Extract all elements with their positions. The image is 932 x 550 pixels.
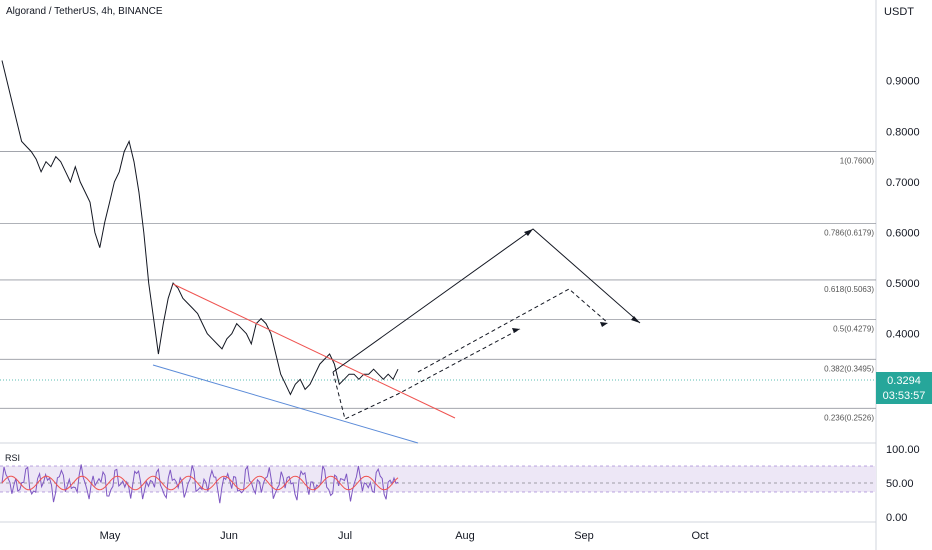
projection-solid-path[interactable] <box>332 228 641 373</box>
projection-solid-arrowhead-1 <box>524 229 533 236</box>
projection-dashed-arrowhead-2 <box>600 322 608 327</box>
rsi-tick-label: 0.00 <box>886 512 907 524</box>
price-tick-label: 0.5000 <box>886 278 920 290</box>
fib-label: 0.5(0.4279) <box>833 325 874 334</box>
rsi-tick-label: 50.00 <box>886 478 914 490</box>
price-tick-label: 0.6000 <box>886 228 920 240</box>
rsi-axis[interactable]: 100.00 50.00 0.00 <box>886 444 920 524</box>
upper-trendline[interactable] <box>172 283 456 419</box>
price-unit: USDT <box>884 6 914 18</box>
price-tick-label: 0.4000 <box>886 329 920 341</box>
last-price-value: 0.3294 <box>887 375 921 387</box>
price-tick-label: 0.9000 <box>886 76 920 88</box>
price-axis[interactable]: 0.9000 0.8000 0.7000 0.6000 0.5000 0.4000 <box>886 76 920 341</box>
time-tick-label: Aug <box>455 530 475 542</box>
time-axis[interactable]: May Jun Jul Aug Sep Oct <box>100 530 709 542</box>
fib-levels[interactable]: 1(0.7600) 0.786(0.6179) 0.618(0.5063) 0.5(0… <box>0 151 876 423</box>
fib-label: 0.618(0.5063) <box>824 285 874 294</box>
projection-dashed-path-1[interactable] <box>332 328 521 420</box>
rsi-series[interactable] <box>1 464 399 504</box>
price-tick-label: 0.8000 <box>886 126 920 138</box>
rsi-band <box>0 466 876 492</box>
projection-dashed-arrowhead-1 <box>512 328 520 333</box>
rsi-label: RSI <box>5 453 21 463</box>
rsi-ma-series[interactable] <box>1 475 399 491</box>
fib-label: 0.236(0.2526) <box>824 413 874 422</box>
projection-solid-arrowhead-2 <box>631 316 640 323</box>
fib-label: 0.786(0.6179) <box>824 228 874 237</box>
fib-label: 1(0.7600) <box>840 157 875 166</box>
chart-title: Algorand / TetherUS, 4h, BINANCE <box>6 6 163 17</box>
time-tick-label: May <box>100 530 121 542</box>
bar-countdown: 03:53:57 <box>882 390 926 402</box>
time-tick-label: Oct <box>691 530 708 542</box>
time-tick-label: Jun <box>220 530 238 542</box>
time-tick-label: Sep <box>574 530 594 542</box>
price-series[interactable] <box>1 60 399 396</box>
projection-dashed-path-2[interactable] <box>417 288 609 373</box>
price-tick-label: 0.7000 <box>886 177 920 189</box>
rsi-tick-label: 100.00 <box>886 444 920 456</box>
lower-trendline[interactable] <box>152 364 419 444</box>
fib-label: 0.382(0.3495) <box>824 364 874 373</box>
time-tick-label: Jul <box>338 530 352 542</box>
last-price-badge[interactable]: 0.3294 03:53:57 <box>876 372 932 404</box>
